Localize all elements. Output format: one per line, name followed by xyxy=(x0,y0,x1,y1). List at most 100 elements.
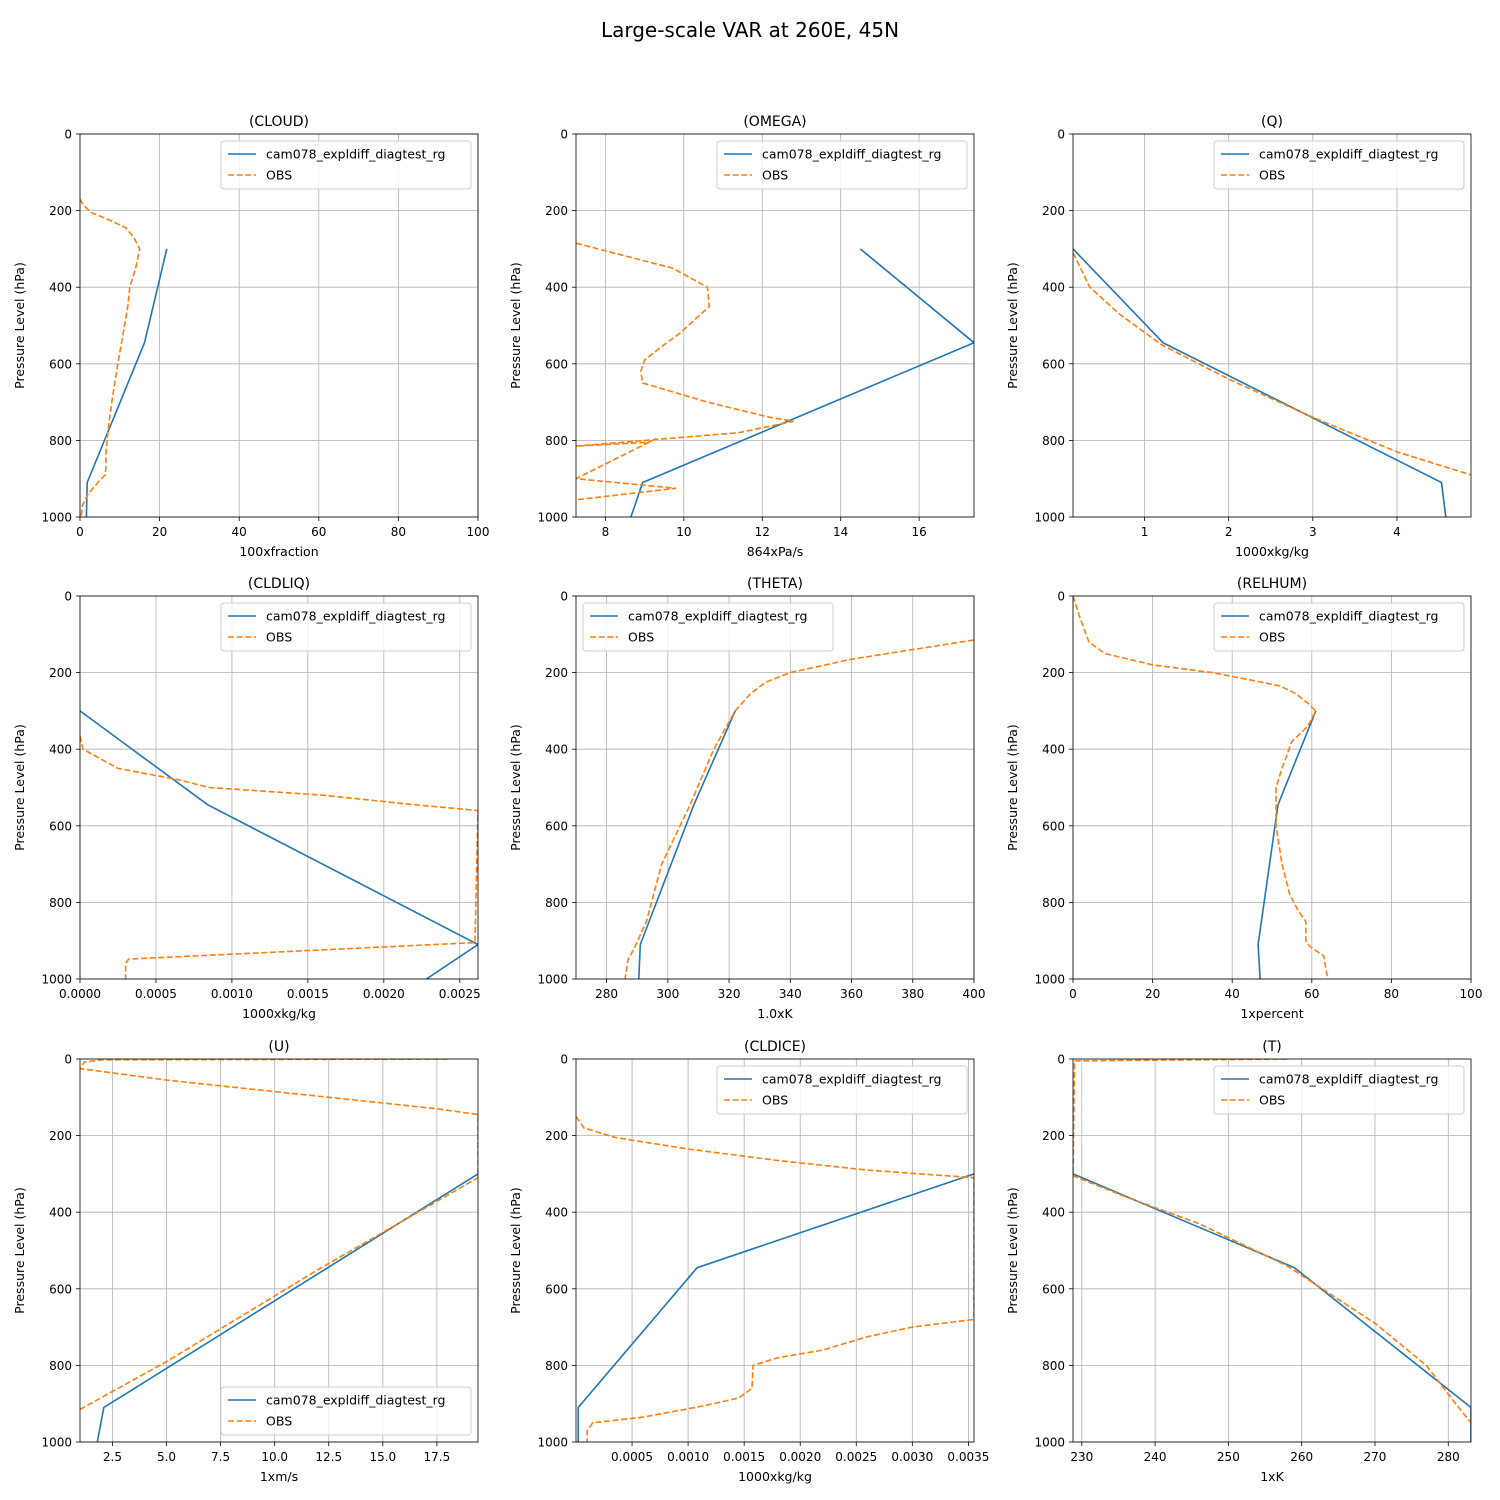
x-tick-label: 2 xyxy=(1225,525,1233,539)
y-tick-label: 0 xyxy=(64,1053,72,1067)
y-tick-label: 0 xyxy=(1057,1053,1065,1067)
x-axis-label: 1000xkg/kg xyxy=(242,1006,316,1021)
obs-series-line xyxy=(80,198,141,517)
y-tick-label: 1000 xyxy=(1034,511,1065,525)
chart-panel: 0 20 40 60 80 10002004006008001000(CLOUD)100x… xyxy=(12,114,489,559)
x-tick-label: 0.0035 xyxy=(947,1450,989,1464)
model-series-line xyxy=(1257,710,1317,979)
x-tick-label: 0.0015 xyxy=(287,987,329,1001)
panel-title: (RELHUM) xyxy=(1237,576,1307,592)
legend-label: cam078_expldiff_diagtest_rg xyxy=(266,1393,445,1408)
panel-title: (CLOUD) xyxy=(249,114,309,130)
legend: cam078_expldiff_diagtest_rg OBS xyxy=(1213,602,1465,652)
legend-box xyxy=(220,1386,472,1436)
legend-label: cam078_expldiff_diagtest_rg xyxy=(1259,609,1438,624)
y-tick-label: 1000 xyxy=(537,1436,568,1450)
legend-label: cam078_expldiff_diagtest_rg xyxy=(762,147,941,162)
x-tick-label: 1 xyxy=(1141,525,1149,539)
y-tick-label: 400 xyxy=(1042,743,1065,757)
y-tick-label: 600 xyxy=(545,819,568,833)
y-tick-label: 0 xyxy=(64,590,72,604)
y-tick-label: 1000 xyxy=(41,1436,72,1450)
y-tick-label: 600 xyxy=(49,819,72,833)
y-tick-label: 200 xyxy=(545,204,568,218)
x-tick-label: 0.0005 xyxy=(611,1450,653,1464)
x-tick-label: 10.0 xyxy=(261,1450,288,1464)
axes-frame xyxy=(79,1058,479,1443)
model-series-line xyxy=(1073,248,1447,517)
y-tick-label: 0 xyxy=(64,128,72,142)
legend-label: OBS xyxy=(762,1093,788,1108)
y-tick-label: 1000 xyxy=(1034,1436,1065,1450)
y-tick-label: 200 xyxy=(545,1129,568,1143)
x-axis-label: 1.0xK xyxy=(757,1006,793,1021)
y-tick-label: 400 xyxy=(545,1206,568,1220)
x-axis-label: 100xfraction xyxy=(239,544,318,559)
legend-box xyxy=(1213,140,1465,190)
legend-box xyxy=(220,140,472,190)
legend-label: OBS xyxy=(762,168,788,183)
chart-panel: 0.0005 0.0010 0.0015 0.0020 0.0025 0.0030 0.00… xyxy=(508,1039,989,1484)
y-tick-label: 600 xyxy=(1042,357,1065,371)
x-tick-label: 340 xyxy=(779,987,802,1001)
x-tick-label: 0.0030 xyxy=(891,1450,933,1464)
axes-frame xyxy=(575,595,975,980)
x-tick-label: 12 xyxy=(755,525,770,539)
y-axis-label: Pressure Level (hPa) xyxy=(12,1187,27,1314)
x-axis-label: 1xm/s xyxy=(260,1469,298,1484)
y-tick-label: 800 xyxy=(545,434,568,448)
x-tick-label: 230 xyxy=(1070,1450,1093,1464)
panel-title: (T) xyxy=(1262,1039,1281,1055)
x-tick-label: 400 xyxy=(963,987,986,1001)
legend-label: cam078_expldiff_diagtest_rg xyxy=(266,147,445,162)
y-tick-label: 0 xyxy=(1057,128,1065,142)
x-tick-label: 100 xyxy=(1460,987,1483,1001)
x-tick-label: 0.0005 xyxy=(135,987,177,1001)
y-tick-label: 200 xyxy=(49,204,72,218)
x-tick-label: 16 xyxy=(911,525,926,539)
y-tick-label: 200 xyxy=(1042,666,1065,680)
y-tick-label: 800 xyxy=(1042,434,1065,448)
y-tick-label: 800 xyxy=(1042,896,1065,910)
x-tick-label: 0.0020 xyxy=(363,987,405,1001)
x-tick-label: 360 xyxy=(840,987,863,1001)
x-tick-label: 320 xyxy=(718,987,741,1001)
y-axis-label: Pressure Level (hPa) xyxy=(12,262,27,389)
legend-box xyxy=(1213,602,1465,652)
chart-panel: 2.5 5.0 7.5 10.0 12.5 15.0 17.5 0 200 400 600 800 10… xyxy=(12,1039,479,1484)
axes-frame xyxy=(1072,133,1472,518)
model-series-line xyxy=(80,710,478,979)
y-tick-label: 800 xyxy=(545,1359,568,1373)
chart-panel: 0.0000 0.0005 0.0010 0.0015 0.0020 0.0025 0 200… xyxy=(12,576,481,1021)
y-tick-label: 400 xyxy=(49,281,72,295)
x-tick-label: 0.0025 xyxy=(439,987,481,1001)
legend-label: OBS xyxy=(628,630,654,645)
axes-frame xyxy=(575,1058,975,1443)
legend-box xyxy=(716,140,968,190)
x-tick-label: 4 xyxy=(1393,525,1401,539)
axes-frame xyxy=(575,133,975,518)
x-tick-label: 80 xyxy=(1384,987,1399,1001)
x-tick-label: 270 xyxy=(1364,1450,1387,1464)
axes-frame xyxy=(79,133,479,518)
legend-label: cam078_expldiff_diagtest_rg xyxy=(1259,1072,1438,1087)
x-tick-label: 300 xyxy=(656,987,679,1001)
legend-label: OBS xyxy=(266,1414,292,1429)
y-tick-label: 800 xyxy=(49,896,72,910)
obs-series-line xyxy=(80,735,478,979)
legend: cam078_expldiff_diagtest_rg OBS xyxy=(716,140,968,190)
legend-label: OBS xyxy=(1259,630,1285,645)
x-tick-label: 15.0 xyxy=(369,1450,396,1464)
y-tick-label: 200 xyxy=(49,666,72,680)
legend-box xyxy=(220,602,472,652)
x-tick-label: 3 xyxy=(1309,525,1317,539)
legend: cam078_expldiff_diagtest_rg OBS xyxy=(582,602,834,652)
panels-container: 0 20 40 60 80 10002004006008001000(CLOUD)100x… xyxy=(12,114,1482,1484)
y-tick-label: 600 xyxy=(545,357,568,371)
x-tick-label: 380 xyxy=(901,987,924,1001)
obs-series-line xyxy=(80,1059,478,1411)
model-series-line xyxy=(577,1173,974,1442)
y-tick-label: 1000 xyxy=(537,973,568,987)
x-tick-label: 0 xyxy=(1069,987,1077,1001)
y-tick-label: 200 xyxy=(49,1129,72,1143)
